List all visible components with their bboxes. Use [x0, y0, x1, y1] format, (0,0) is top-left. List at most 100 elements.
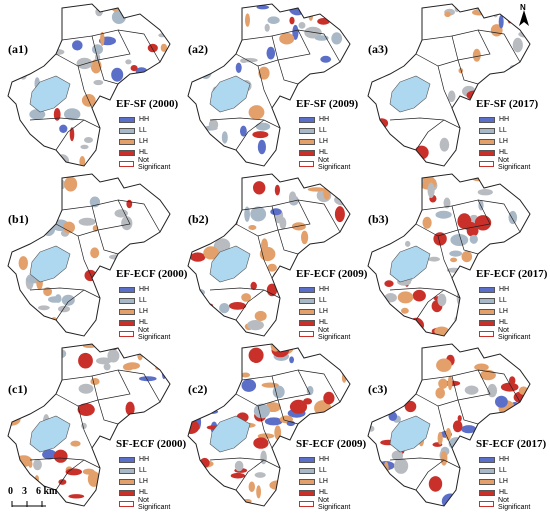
legend-label: HH	[139, 116, 150, 123]
legend-label: LL	[139, 297, 147, 304]
legend-label: HL	[319, 319, 328, 326]
lake	[29, 415, 71, 453]
panel-b1: (b1) EF-ECF (2000) HH LL LH HL Not Significa…	[0, 170, 187, 341]
legend-item: HL	[479, 487, 540, 498]
legend-item: LH	[119, 136, 180, 147]
district-boundary	[477, 29, 521, 63]
legend-label: LL	[499, 127, 507, 134]
map-a3	[367, 3, 531, 167]
legend-swatch	[119, 500, 135, 507]
legend-label: Not Significant	[138, 496, 171, 511]
region-base	[8, 4, 170, 166]
legend-label: LL	[139, 467, 147, 474]
district-boundary	[257, 65, 273, 109]
legend-swatch	[119, 138, 135, 145]
legend-item: LL	[119, 465, 180, 476]
district-boundary	[297, 29, 341, 63]
lake	[209, 75, 251, 113]
panel-c3: (c3) SF-ECF (2017) HH LL LH HL Not Significa…	[360, 340, 546, 511]
scale-bar	[11, 501, 46, 507]
legend-item: Not Significant	[299, 327, 360, 341]
legend-swatch	[479, 489, 495, 496]
district-boundary	[257, 405, 273, 449]
legend-swatch	[299, 160, 315, 167]
map-b1	[7, 173, 171, 337]
legend-swatch	[299, 116, 315, 123]
north-arrow-icon	[519, 10, 529, 26]
legend-item: LH	[119, 306, 180, 317]
legend: HH LL LH HL Not Significant	[119, 114, 180, 171]
legend-label: HH	[319, 286, 330, 293]
district-boundary	[97, 399, 119, 425]
district-boundary	[117, 29, 161, 63]
panel-b3: (b3) EF-ECF (2017) HH LL LH HL Not Significa…	[360, 170, 547, 341]
panel-title: EF-ECF (2009)	[296, 268, 368, 280]
lake	[389, 75, 431, 113]
legend-item: LH	[299, 476, 360, 487]
legend-swatch	[479, 330, 495, 337]
lake	[29, 245, 71, 283]
legend-label: Not Significant	[138, 156, 171, 171]
region-outline	[187, 173, 351, 337]
district-boundary	[477, 369, 521, 403]
lake	[29, 75, 71, 113]
legend-label: HH	[499, 116, 510, 123]
legend-label: Not Significant	[498, 156, 531, 171]
region-outline	[367, 3, 531, 167]
panel-title: EF-SF (2017)	[476, 98, 539, 110]
district-boundary	[477, 199, 521, 233]
panel-label: (c1)	[8, 382, 28, 396]
scale-tick-0: 0	[8, 486, 13, 497]
district-boundary	[437, 405, 453, 449]
district-boundary	[437, 65, 453, 109]
district-boundary	[271, 199, 311, 231]
legend-swatch	[119, 308, 135, 315]
district-boundary	[271, 29, 311, 61]
north-label: N	[520, 3, 526, 12]
legend-item: HH	[299, 114, 360, 125]
legend-swatch	[479, 319, 495, 326]
legend-label: HL	[139, 319, 148, 326]
legend-label: LL	[319, 127, 327, 134]
legend-item: LH	[299, 306, 360, 317]
district-boundary	[277, 59, 299, 85]
scale-tick-6: 6 km	[36, 486, 58, 497]
legend-swatch	[119, 478, 135, 485]
legend-item: LL	[299, 465, 360, 476]
legend-item: LL	[479, 465, 540, 476]
legend: HH LL LH HL Not Significant	[119, 284, 180, 341]
legend-item: Not Significant	[479, 156, 540, 171]
lake	[389, 245, 431, 283]
legend-swatch	[119, 489, 135, 496]
panel-label: (a1)	[8, 42, 28, 56]
legend-label: HH	[499, 286, 510, 293]
legend-item: LH	[479, 306, 540, 317]
legend-swatch	[119, 330, 135, 337]
panel-label: (a3)	[368, 42, 388, 56]
legend-label: HH	[139, 456, 150, 463]
legend-label: HL	[319, 489, 328, 496]
scale-labels: 0 3 6 km	[8, 486, 57, 497]
region-base	[188, 344, 350, 506]
legend-item: LL	[479, 295, 540, 306]
legend: HH LL LH HL Not Significant	[479, 454, 540, 511]
legend-item: HH	[479, 284, 540, 295]
legend-item: HL	[479, 147, 540, 158]
legend-item: Not Significant	[299, 497, 360, 511]
legend-swatch	[479, 149, 495, 156]
district-boundary	[457, 59, 479, 85]
legend-swatch	[299, 297, 315, 304]
legend-item: HH	[299, 284, 360, 295]
legend-swatch	[479, 308, 495, 315]
district-boundary	[389, 117, 461, 129]
district-boundary	[297, 369, 341, 403]
district-boundary	[271, 369, 311, 401]
legend-label: HL	[499, 149, 508, 156]
legend-item: Not Significant	[119, 156, 180, 171]
district-boundary	[415, 459, 445, 491]
legend-swatch	[119, 116, 135, 123]
legend-swatch	[479, 456, 495, 463]
district-boundary	[29, 457, 101, 469]
panel-label: (b2)	[188, 212, 209, 226]
region-base	[368, 344, 530, 506]
